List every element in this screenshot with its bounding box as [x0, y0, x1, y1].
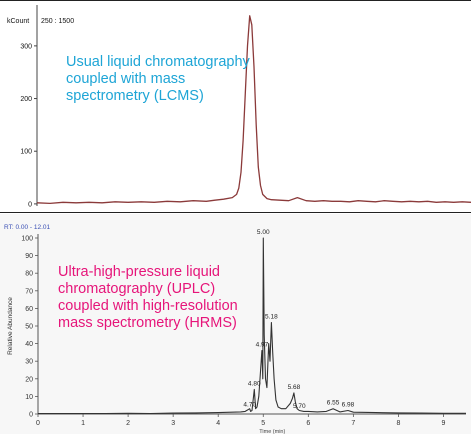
y-tick-label: 90	[25, 253, 33, 260]
peak-label: 6.98	[342, 401, 355, 408]
y-tick-label: 70	[25, 288, 33, 295]
y-tick-label: 40	[25, 341, 33, 348]
uplc-series-line	[38, 237, 466, 415]
lcms-annotation: Usual liquid chromatography coupled with…	[66, 54, 266, 105]
y-tick-label: 80	[25, 271, 33, 278]
y-axis-label: Relative Abundance	[7, 297, 14, 355]
uplc-annotation-line-4: mass spectrometry (HRMS)	[58, 315, 237, 331]
peak-label: 5.68	[288, 384, 301, 391]
x-tick-label: 7	[351, 420, 355, 427]
y-tick-label: 200	[20, 96, 32, 103]
x-tick-label: 4	[216, 420, 220, 427]
header-label: kCount	[7, 18, 29, 25]
x-tick-label: 6	[306, 420, 310, 427]
uplc-annotation-line-2: chromatography (UPLC)	[58, 281, 216, 297]
x-tick-label: 2	[126, 420, 130, 427]
y-tick-label: 50	[25, 324, 33, 331]
lcms-annotation-line-3: spectrometry (LCMS)	[66, 88, 204, 104]
x-tick-label: 1	[81, 420, 85, 427]
x-tick-label: 5	[261, 420, 265, 427]
uplc-annotation: Ultra-high-pressure liquid chromatograph…	[58, 264, 248, 332]
uplc-annotation-line-3: coupled with high-resolution	[58, 298, 238, 314]
uplc-annotation-line-1: Ultra-high-pressure liquid	[58, 264, 220, 280]
y-tick-label: 30	[25, 359, 33, 366]
y-tick-label: 60	[25, 306, 33, 313]
lcms-annotation-line-2: coupled with mass	[66, 71, 186, 87]
lcms-chart-svg: kCount 250 : 1500 300 200 100 0	[7, 5, 471, 208]
y-tick-label: 10	[25, 394, 33, 401]
y-tick-label: 300	[20, 43, 32, 50]
x-tick-label: 3	[171, 420, 175, 427]
peak-label: 4.97	[256, 342, 269, 349]
y-tick-label: 100	[20, 149, 32, 156]
y-tick-label: 0	[28, 201, 32, 208]
x-tick-label: 8	[396, 420, 400, 427]
uplc-hrms-chart-panel: RT: 0.00 - 12.01 100 90 80 70 60 50 40 30 20 10 0 0 1…	[0, 214, 471, 434]
peak-label: 4.80	[248, 380, 261, 387]
peak-label: 5.00	[257, 229, 270, 236]
peak-label: 6.55	[327, 400, 340, 407]
lcms-annotation-line-1: Usual liquid chromatography	[66, 54, 250, 70]
lcms-chart-panel: kCount 250 : 1500 300 200 100 0 Usual liquid …	[0, 0, 471, 213]
peak-label: 4.70	[243, 401, 256, 408]
y-tick-label: 20	[25, 376, 33, 383]
x-tick-label: 0	[36, 420, 40, 427]
x-tick-label: 9	[442, 420, 446, 427]
range-label: 250 : 1500	[41, 18, 74, 25]
x-axis-label: Time (min)	[259, 429, 285, 434]
y-tick-label: 100	[21, 236, 33, 243]
header-label: RT: 0.00 - 12.01	[4, 224, 51, 231]
peak-label: 5.70	[293, 403, 306, 410]
lcms-series-line	[36, 15, 471, 205]
y-tick-label: 0	[29, 412, 33, 419]
peak-label: 5.18	[265, 313, 278, 320]
